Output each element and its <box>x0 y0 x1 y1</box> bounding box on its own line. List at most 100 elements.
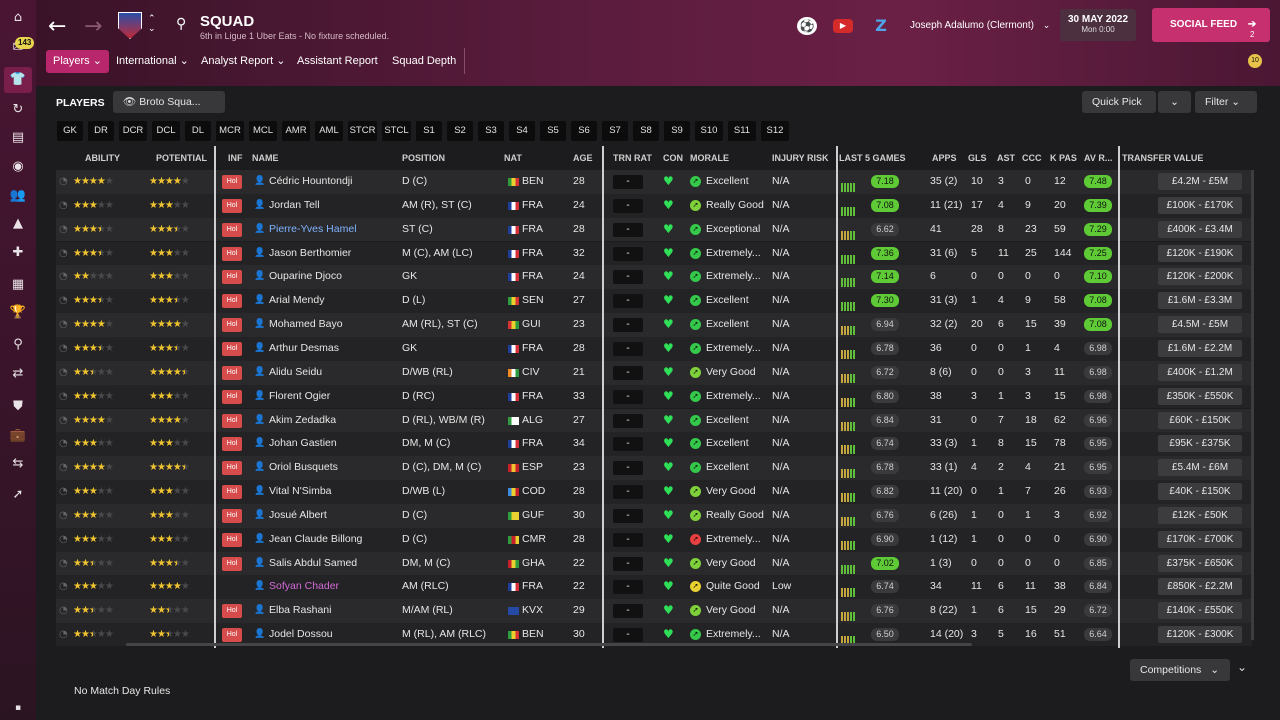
position-button-aml[interactable]: AML <box>315 121 343 141</box>
tab-international[interactable]: International ⌄ <box>116 55 189 67</box>
table-row[interactable]: ◔ ★★★★★ ★★★★★ Hol 👤 Vital N'Simba D/WB (L) COD 2… <box>56 480 1252 504</box>
player-name[interactable]: Vital N'Simba <box>269 485 332 498</box>
player-nat[interactable]: KVX <box>522 604 544 617</box>
player-nat[interactable]: GUF <box>522 508 545 521</box>
select-checkbox-icon[interactable]: ◔ <box>59 414 68 426</box>
col-avr[interactable]: AV R... <box>1084 153 1113 163</box>
position-button-stcl[interactable]: STCL <box>382 121 411 141</box>
position-button-stcr[interactable]: STCR <box>348 121 377 141</box>
player-nat[interactable]: CIV <box>522 365 540 378</box>
view-selector[interactable]: 👁 Broto Squa... ⌄ <box>113 91 225 130</box>
player-name[interactable]: Jean Claude Billong <box>269 532 363 545</box>
player-name[interactable]: Sofyan Chader <box>269 580 340 593</box>
col-kpas[interactable]: K PAS <box>1050 153 1077 163</box>
player-nat[interactable]: COD <box>522 485 546 498</box>
table-row[interactable]: ◔ ★★★★★ ★★★★★ Hol 👤 Oriol Busquets D (C), DM, … <box>56 456 1252 480</box>
table-row[interactable]: ◔ ★★★★★ ★★★★★ Hol 👤 Florent Ogier D (RC) FRA 33-… <box>56 384 1252 409</box>
position-button-mcr[interactable]: MCR <box>216 121 244 141</box>
finances-icon[interactable]: 💼 <box>9 428 27 443</box>
player-nat[interactable]: FRA <box>522 246 543 259</box>
player-name[interactable]: Cédric Hountondji <box>269 175 353 187</box>
notification-badge[interactable]: 10 <box>1248 54 1262 68</box>
player-nat[interactable]: FRA <box>522 341 543 354</box>
player-nat[interactable]: FRA <box>522 270 543 283</box>
col-last5[interactable]: LAST 5 GAMES <box>839 153 906 163</box>
col-injury[interactable]: INJURY RISK <box>772 153 829 163</box>
col-potential[interactable]: POTENTIAL <box>156 153 207 163</box>
club-switch-icon[interactable]: ⌃ ⌄ <box>148 14 156 34</box>
horizontal-scrollbar[interactable] <box>126 643 972 646</box>
table-row[interactable]: ◔ ★★★★★ ★★★★★ Hol 👤 Jason Berthomier M (C), AM… <box>56 241 1252 266</box>
player-nat[interactable]: GUI <box>522 318 541 331</box>
player-name[interactable]: Florent Ogier <box>269 389 331 402</box>
table-row[interactable]: ◔ ★★★★★ ★★★★★ Hol 👤 Jordan Tell AM (R), ST (C)… <box>56 193 1252 218</box>
col-trn[interactable]: TRN RAT <box>613 153 652 163</box>
player-nat[interactable]: FRA <box>522 437 543 450</box>
player-nat[interactable]: ALG <box>522 413 544 426</box>
scouting-icon[interactable]: ⚲ <box>13 337 23 352</box>
z-logo-icon[interactable]: Z <box>875 16 887 35</box>
col-ast[interactable]: AST <box>997 153 1015 163</box>
tab-players[interactable]: Players ⌄ <box>46 50 109 73</box>
col-ability[interactable]: ABILITY <box>85 153 120 163</box>
vertical-scrollbar[interactable] <box>1251 170 1254 640</box>
table-row[interactable]: ◔ ★★★★★ ★★★★★ Hol 👤 Pierre-Yves Hamel ST (C) FR… <box>56 217 1252 242</box>
home-icon[interactable]: ⌂ <box>13 10 23 25</box>
position-button-s4[interactable]: S4 <box>509 121 535 141</box>
select-checkbox-icon[interactable]: ◔ <box>59 438 68 450</box>
select-checkbox-icon[interactable]: ◔ <box>59 176 68 187</box>
quick-pick-button[interactable]: Quick Pick <box>1082 91 1156 113</box>
manager-name[interactable]: Joseph Adalumo (Clermont) ⌄ <box>910 20 1050 31</box>
youtube-icon[interactable]: ▶ <box>833 19 853 33</box>
position-button-s6[interactable]: S6 <box>571 121 597 141</box>
col-position[interactable]: POSITION <box>402 153 446 163</box>
player-name[interactable]: Mohamed Bayo <box>269 318 343 331</box>
col-nat[interactable]: NAT <box>504 153 522 163</box>
player-name[interactable]: Pierre-Yves Hamel <box>269 222 357 235</box>
table-row[interactable]: ◔ ★★★★★ ★★★★★ Hol 👤 Cédric Hountondji D (C) BEN… <box>56 170 1252 194</box>
back-arrow-icon[interactable]: ← <box>48 14 67 39</box>
table-row[interactable]: ◔ ★★★★★ ★★★★★ Hol 👤 Johan Gastien DM, M (C) FRA… <box>56 432 1252 457</box>
select-checkbox-icon[interactable]: ◔ <box>59 295 68 307</box>
match-day-rules[interactable]: No Match Day Rules <box>74 685 171 697</box>
select-checkbox-icon[interactable]: ◔ <box>59 557 68 569</box>
player-nat[interactable]: BEN <box>522 628 544 641</box>
player-nat[interactable]: FRA <box>522 580 543 593</box>
select-checkbox-icon[interactable]: ◔ <box>59 533 68 545</box>
dev-centre-icon[interactable]: ⇆ <box>12 456 24 471</box>
player-nat[interactable]: CMR <box>522 532 546 545</box>
col-name[interactable]: NAME <box>252 153 279 163</box>
col-age[interactable]: AGE <box>573 153 593 163</box>
club-icon[interactable]: ⛊ <box>13 399 23 414</box>
tab-squad-depth[interactable]: Squad Depth <box>385 50 463 73</box>
competitions-dropdown[interactable]: Competitions ⌄ <box>1130 659 1230 681</box>
position-button-s5[interactable]: S5 <box>540 121 566 141</box>
player-name[interactable]: Akim Zedadka <box>269 413 337 426</box>
select-checkbox-icon[interactable]: ◔ <box>59 390 68 402</box>
table-row[interactable]: ◔ ★★★★★ ★★★★★ Hol 👤 Jean Claude Billong D (C) C… <box>56 527 1252 552</box>
player-name[interactable]: Ouparine Djoco <box>269 270 342 283</box>
player-name[interactable]: Salis Abdul Samed <box>269 556 358 569</box>
select-checkbox-icon[interactable]: ◔ <box>59 271 68 283</box>
select-checkbox-icon[interactable]: ◔ <box>59 509 68 521</box>
date-button[interactable]: 30 MAY 2022 Mon 0:00 <box>1060 9 1136 41</box>
position-button-s2[interactable]: S2 <box>447 121 473 141</box>
quick-pick-dropdown[interactable]: ⌄ <box>1158 91 1191 113</box>
club-crest[interactable] <box>118 12 142 39</box>
table-row[interactable]: ◔ ★★★★★ ★★★★★ Hol 👤 Arthur Desmas GK FRA 28 - ♥ ➚ Ex… <box>56 336 1252 361</box>
col-transfer-value[interactable]: TRANSFER VALUE <box>1122 153 1204 163</box>
medical-icon[interactable]: ✚ <box>12 245 24 260</box>
player-nat[interactable]: ESP <box>522 461 544 474</box>
col-ccc[interactable]: CCC <box>1022 153 1042 163</box>
tab-assistant-report[interactable]: Assistant Report <box>290 50 385 73</box>
position-button-dcl[interactable]: DCL <box>152 121 180 141</box>
player-name[interactable]: Oriol Busquets <box>269 461 338 474</box>
col-morale[interactable]: MORALE <box>690 153 729 163</box>
position-button-amr[interactable]: AMR <box>282 121 310 141</box>
select-checkbox-icon[interactable]: ◔ <box>59 199 68 211</box>
schedule-icon[interactable]: ▦ <box>11 277 25 292</box>
player-nat[interactable]: GHA <box>522 556 545 569</box>
position-button-s10[interactable]: S10 <box>695 121 723 141</box>
staff-icon[interactable]: 👥 <box>9 188 27 203</box>
player-name[interactable]: Alidu Seidu <box>269 365 323 378</box>
